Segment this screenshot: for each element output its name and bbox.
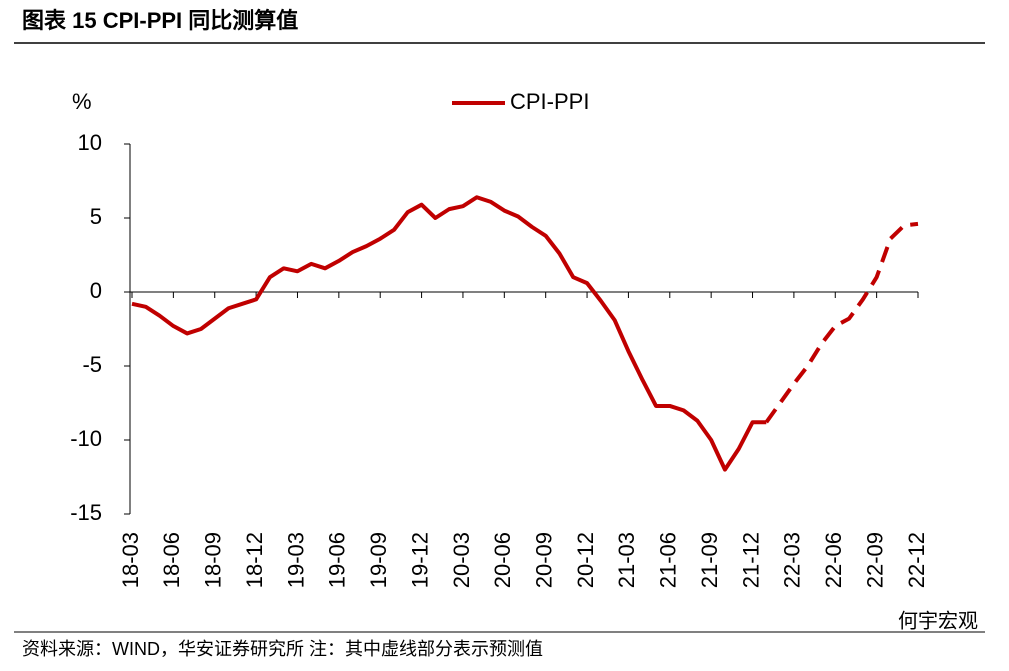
y-tick-label: 0 [90, 278, 102, 303]
x-tick-label: 18-03 [118, 532, 143, 588]
x-tick-label: 21-03 [614, 532, 639, 588]
legend-label: CPI-PPI [510, 89, 589, 114]
y-tick-label: 5 [90, 204, 102, 229]
forecast-line [764, 221, 919, 424]
x-tick-label: 18-09 [201, 532, 226, 588]
x-tick-label: 22-06 [821, 532, 846, 588]
x-tick-label: 20-03 [449, 532, 474, 588]
y-tick-label: -5 [82, 352, 102, 377]
x-tick-label: 18-12 [242, 532, 267, 588]
x-tick-label: 19-09 [366, 532, 391, 588]
x-tick-label: 19-06 [325, 532, 350, 588]
source-note: 资料来源：WIND，华安证券研究所 注：其中虚线部分表示预测值 [22, 639, 543, 659]
x-tick-label: 19-12 [407, 532, 432, 588]
series-line [131, 195, 767, 472]
x-tick-label: 21-09 [697, 532, 722, 588]
y-tick-label: -10 [70, 426, 102, 451]
y-unit: % [72, 89, 92, 114]
x-tick-label: 20-12 [573, 532, 598, 588]
y-tick-label: 10 [78, 130, 102, 155]
x-tick-label: 21-06 [656, 532, 681, 588]
x-tick-label: 19-03 [283, 532, 308, 588]
x-tick-label: 22-03 [780, 532, 805, 588]
x-tick-label: 21-12 [738, 532, 763, 588]
x-tick-label: 22-09 [862, 532, 887, 588]
chart-title: 图表 15 CPI-PPI 同比测算值 [22, 8, 298, 33]
x-tick-label: 20-06 [490, 532, 515, 588]
x-tick-label: 20-09 [531, 532, 556, 588]
watermark: 何宇宏观 [898, 609, 978, 632]
y-tick-label: -15 [70, 500, 102, 525]
x-tick-label: 18-06 [159, 532, 184, 588]
x-tick-label: 22-12 [904, 532, 929, 588]
